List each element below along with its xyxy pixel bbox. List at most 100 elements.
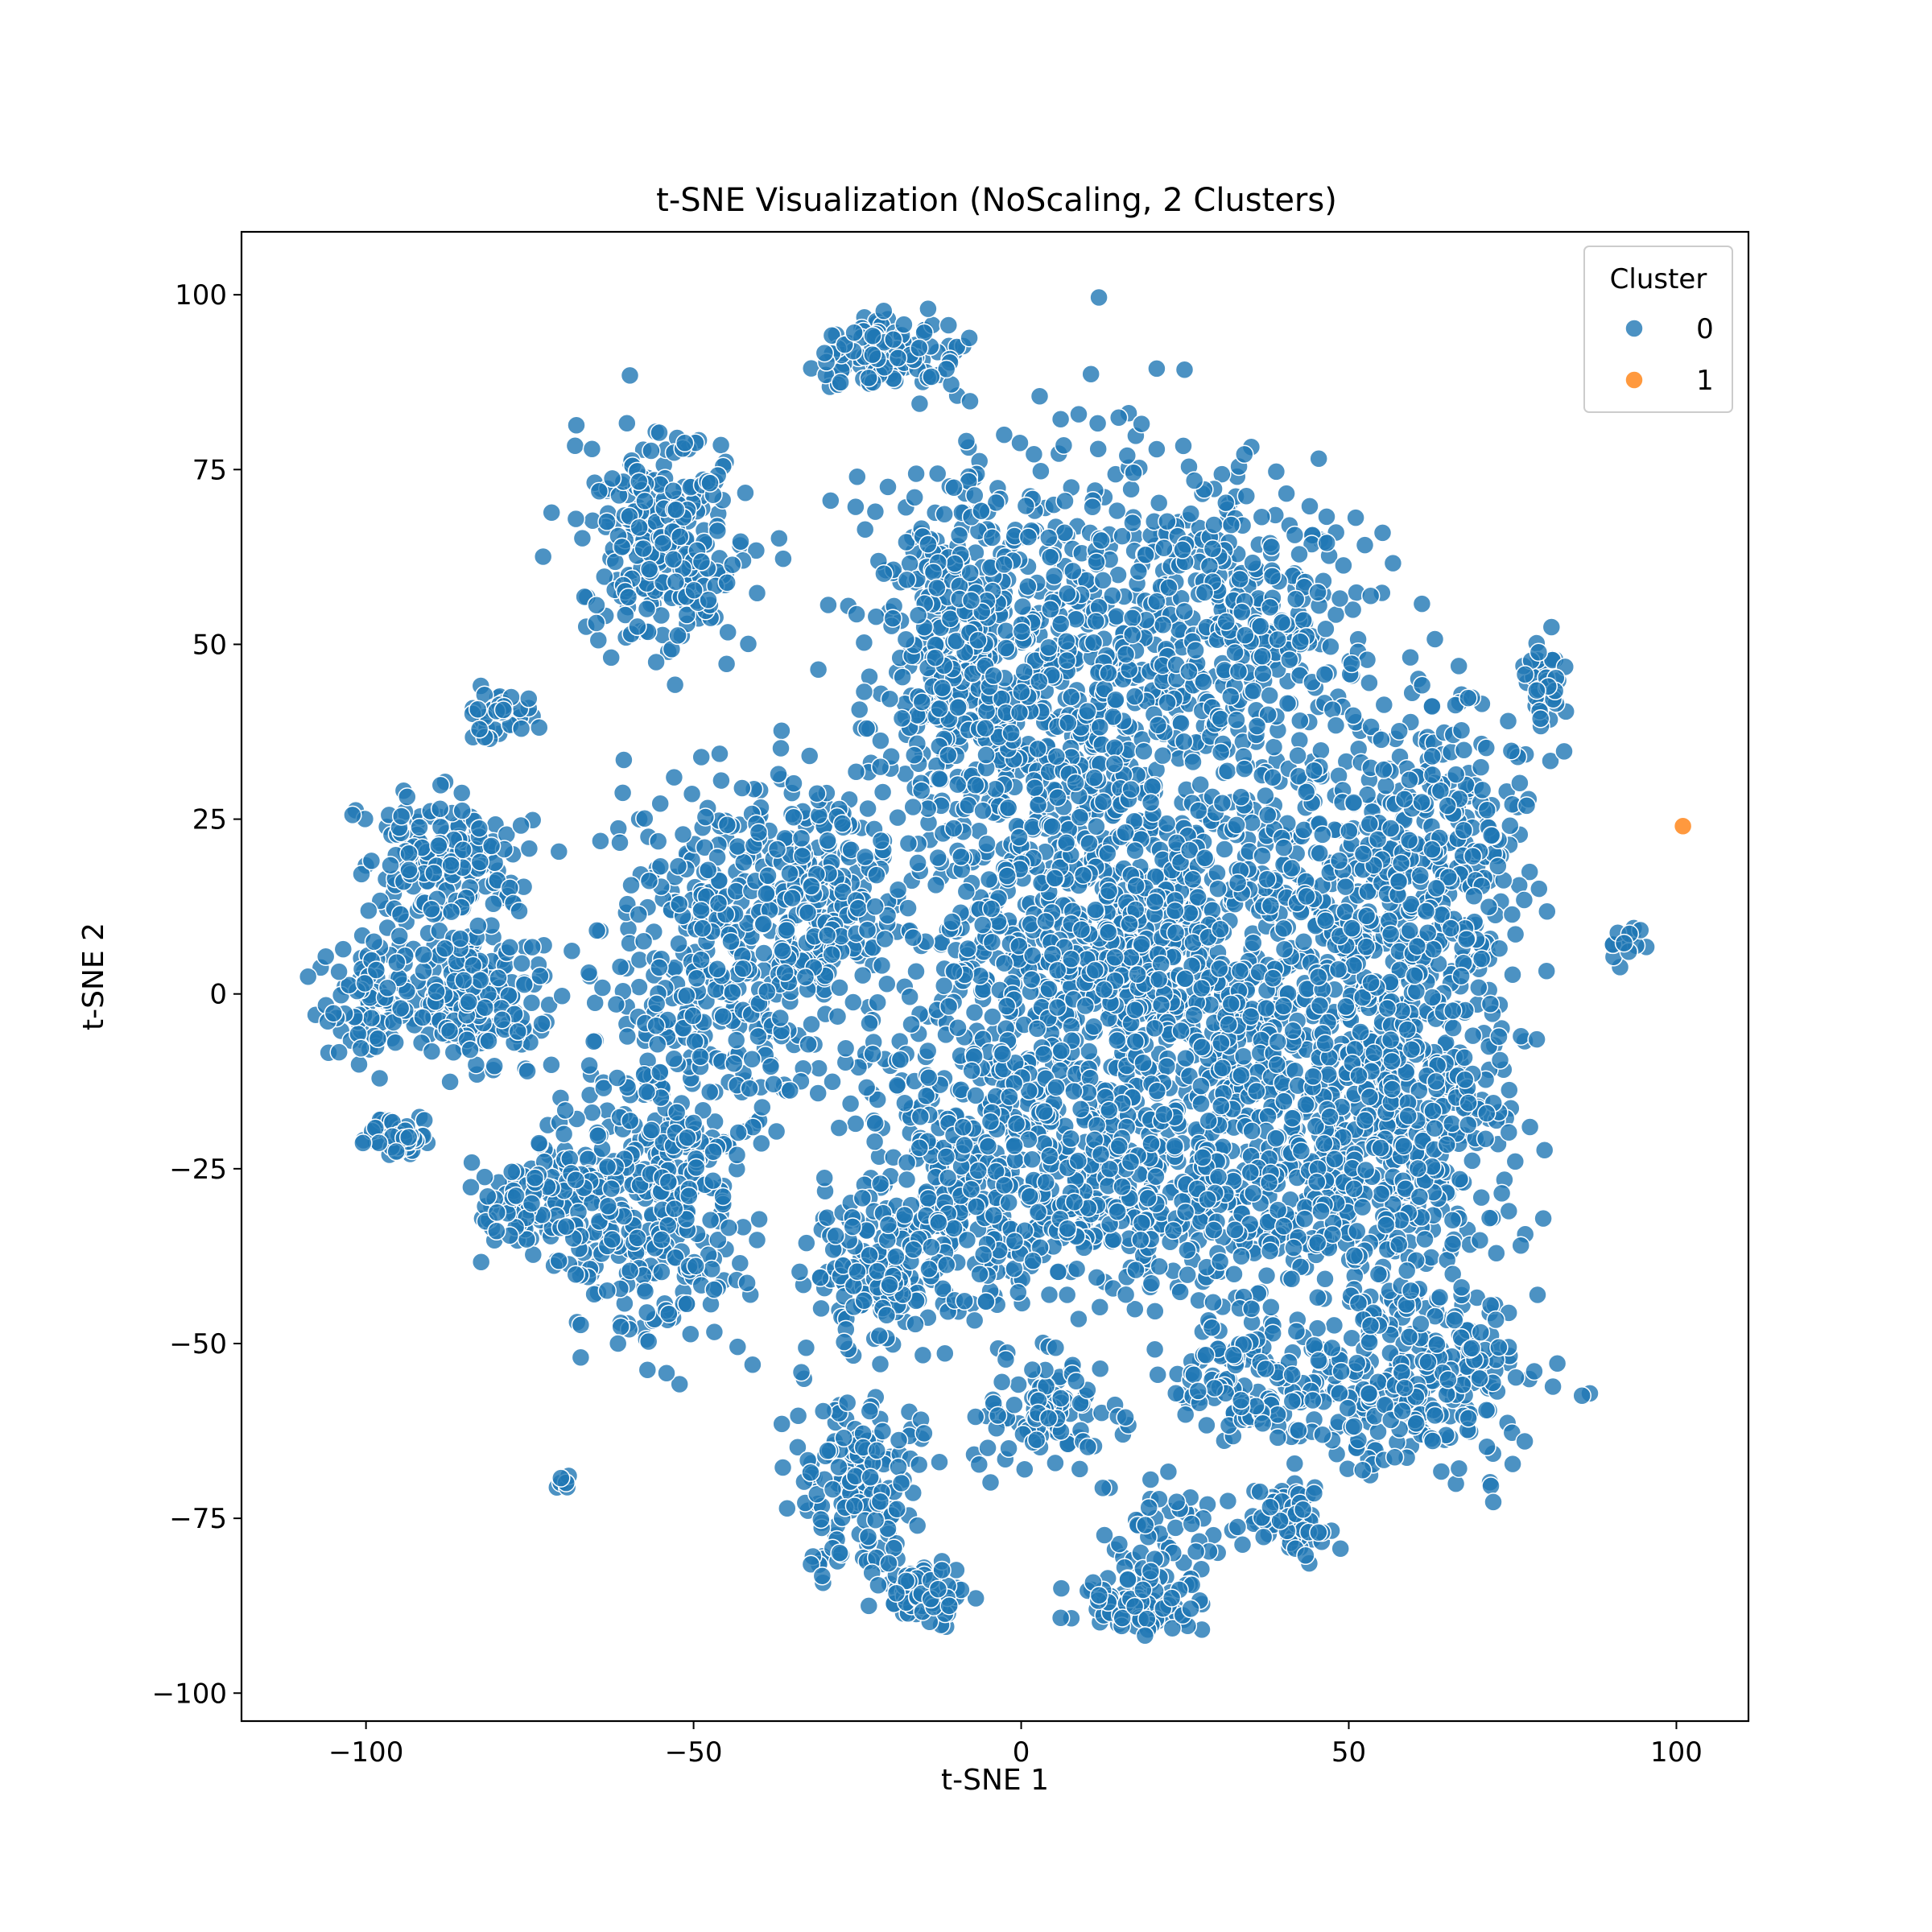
- scatter-point-cluster-0: [1132, 935, 1151, 954]
- scatter-point-cluster-0: [1330, 588, 1350, 609]
- scatter-point-cluster-0: [1068, 1151, 1088, 1170]
- scatter-point-cluster-0: [1253, 663, 1273, 683]
- scatter-point-cluster-0: [976, 745, 996, 765]
- scatter-point-cluster-0: [1084, 633, 1104, 653]
- scatter-point-cluster-0: [893, 667, 912, 687]
- scatter-point-cluster-0: [1146, 1302, 1165, 1321]
- scatter-point-cluster-0: [1070, 807, 1090, 827]
- scatter-point-cluster-0: [1212, 464, 1232, 484]
- scatter-point-cluster-0: [1165, 1136, 1185, 1156]
- scatter-point-cluster-0: [1321, 637, 1340, 657]
- scatter-point-cluster-0: [1179, 662, 1199, 681]
- scatter-point-cluster-0: [1147, 440, 1166, 459]
- scatter-point-cluster-0: [1159, 578, 1179, 597]
- scatter-point-cluster-0: [1449, 1459, 1469, 1478]
- scatter-point-cluster-0: [1212, 1034, 1231, 1053]
- scatter-point-cluster-0: [956, 881, 976, 902]
- scatter-point-cluster-0: [1148, 715, 1168, 735]
- scatter-point-cluster-0: [1039, 1285, 1059, 1305]
- scatter-point-cluster-0: [1446, 765, 1466, 784]
- scatter-point-cluster-0: [1498, 712, 1518, 731]
- scatter-point-cluster-0: [1099, 663, 1118, 683]
- scatter-point-cluster-0: [930, 769, 949, 789]
- scatter-point-cluster-0: [1054, 436, 1074, 456]
- scatter-point-cluster-0: [919, 1067, 939, 1088]
- scatter-point-cluster-0: [1256, 1359, 1275, 1379]
- scatter-point-cluster-0: [868, 993, 887, 1013]
- scatter-point-cluster-0: [1242, 1121, 1261, 1141]
- scatter-point-cluster-0: [1048, 787, 1067, 807]
- scatter-point-cluster-0: [849, 700, 869, 720]
- scatter-point-cluster-0: [580, 1055, 599, 1075]
- scatter-point-cluster-0: [1285, 525, 1305, 545]
- scatter-point-cluster-0: [1412, 675, 1432, 696]
- scatter-point-cluster-0: [1216, 612, 1236, 631]
- scatter-point-cluster-0: [1257, 998, 1276, 1018]
- scatter-point-cluster-0: [961, 1179, 981, 1199]
- scatter-point-cluster-0: [1154, 538, 1174, 558]
- scatter-point-cluster-0: [1382, 1080, 1402, 1099]
- scatter-point-cluster-0: [868, 1261, 887, 1281]
- scatter-point-cluster-0: [1106, 690, 1125, 709]
- scatter-point-cluster-0: [592, 978, 613, 997]
- scatter-point-cluster-0: [1499, 1122, 1519, 1142]
- scatter-point-cluster-0: [1009, 828, 1029, 847]
- scatter-point-cluster-0: [860, 1245, 879, 1265]
- scatter-point-cluster-0: [1486, 1310, 1505, 1330]
- scatter-point-cluster-0: [1107, 606, 1126, 626]
- scatter-point-cluster-0: [1062, 687, 1081, 707]
- scatter-point-cluster-0: [1377, 998, 1397, 1018]
- scatter-point-cluster-0: [1373, 523, 1393, 543]
- scatter-point-cluster-0: [808, 1084, 828, 1103]
- scatter-point-cluster-0: [1125, 687, 1145, 706]
- scatter-point-cluster-0: [1389, 721, 1409, 741]
- scatter-point-cluster-0: [1191, 1076, 1211, 1096]
- scatter-point-cluster-0: [1476, 1129, 1496, 1149]
- scatter-point-cluster-0: [1502, 905, 1522, 924]
- scatter-point-cluster-0: [1071, 1100, 1091, 1119]
- scatter-point-cluster-0: [880, 1275, 899, 1294]
- scatter-point-cluster-0: [1470, 1230, 1490, 1250]
- scatter-point-cluster-0: [1149, 493, 1169, 513]
- scatter-point-cluster-0: [1247, 1081, 1266, 1101]
- scatter-point-cluster-0: [1291, 1141, 1311, 1161]
- scatter-point-cluster-0: [932, 678, 952, 698]
- scatter-point-cluster-0: [1459, 688, 1478, 708]
- scatter-point-cluster-0: [1357, 650, 1377, 670]
- scatter-point-cluster-0: [1342, 654, 1361, 674]
- scatter-point-cluster-0: [1397, 1261, 1417, 1281]
- scatter-point-cluster-0: [1463, 1151, 1482, 1170]
- scatter-point-cluster-0: [890, 1050, 910, 1069]
- scatter-point-cluster-0: [1309, 1351, 1328, 1370]
- scatter-point-cluster-0: [1173, 540, 1192, 559]
- scatter-point-cluster-0: [1001, 723, 1021, 743]
- scatter-point-cluster-0: [863, 1044, 882, 1064]
- scatter-point-cluster-0: [1347, 1353, 1367, 1373]
- scatter-point-cluster-0: [1351, 1022, 1370, 1042]
- scatter-point-cluster-0: [749, 1209, 769, 1229]
- scatter-point-cluster-0: [1212, 1058, 1232, 1078]
- scatter-point-cluster-0: [1025, 778, 1045, 798]
- scatter-point-cluster-0: [1344, 1417, 1364, 1436]
- scatter-point-cluster-0: [996, 638, 1016, 658]
- scatter-point-cluster-0: [1083, 497, 1102, 517]
- scatter-point-cluster-0: [970, 1265, 989, 1284]
- scatter-point-cluster-0: [1235, 759, 1254, 778]
- scatter-point-cluster-0: [1122, 608, 1142, 628]
- scatter-point-cluster-0: [1257, 1265, 1277, 1286]
- scatter-point-cluster-0: [1178, 1265, 1197, 1285]
- scatter-point-cluster-0: [1243, 1183, 1263, 1203]
- scatter-point-cluster-0: [1422, 746, 1442, 766]
- scatter-point-cluster-0: [1116, 823, 1135, 842]
- scatter-point-cluster-0: [1389, 1235, 1409, 1254]
- scatter-point-cluster-0: [1282, 858, 1302, 878]
- scatter-point-cluster-0: [1505, 1152, 1525, 1171]
- scatter-point-cluster-0: [982, 932, 1002, 952]
- scatter-point-cluster-0: [961, 591, 981, 610]
- scatter-point-cluster-0: [1063, 561, 1083, 581]
- scatter-point-cluster-0: [1344, 793, 1364, 812]
- scatter-point-cluster-0: [994, 953, 1014, 973]
- scatter-point-cluster-0: [1224, 1345, 1243, 1365]
- scatter-point-cluster-0: [1044, 566, 1064, 586]
- scatter-point-cluster-0: [1282, 1391, 1302, 1411]
